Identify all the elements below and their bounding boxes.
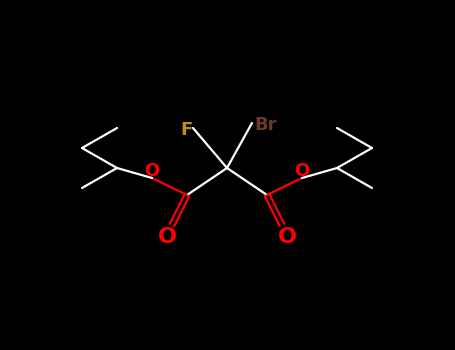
- Text: O: O: [157, 227, 177, 247]
- Text: F: F: [181, 121, 193, 139]
- Text: Br: Br: [255, 116, 277, 134]
- Text: O: O: [144, 162, 160, 180]
- Text: O: O: [294, 162, 309, 180]
- Text: O: O: [278, 227, 297, 247]
